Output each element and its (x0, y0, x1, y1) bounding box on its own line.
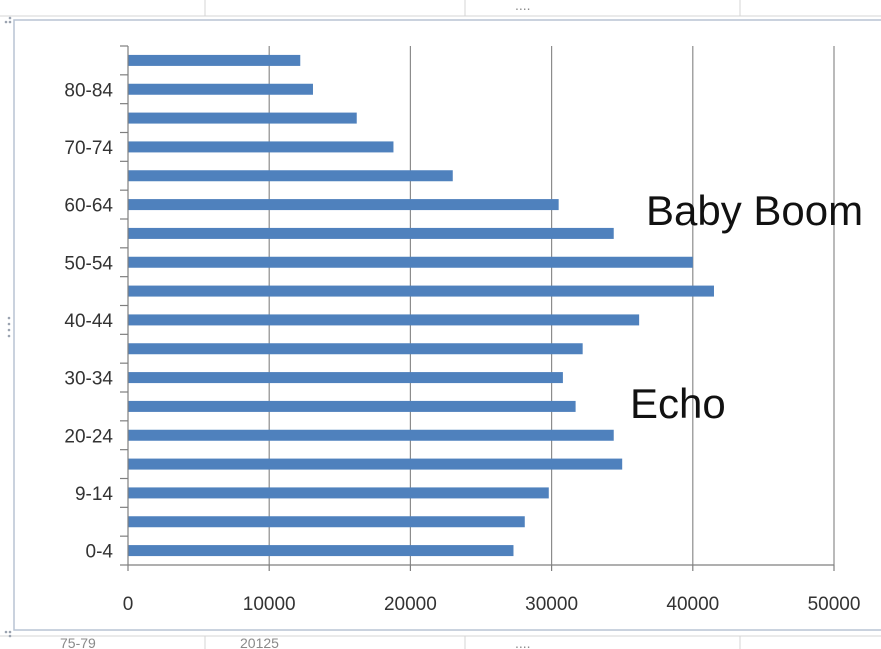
x-tick-label: 20000 (384, 594, 437, 615)
x-tick-labels: 0 10000 20000 30000 40000 50000 (123, 594, 861, 615)
bar (128, 54, 301, 66)
y-tick-label: 70-74 (64, 138, 113, 159)
bar (128, 170, 453, 182)
bar (128, 227, 614, 239)
bar (128, 545, 514, 557)
bar (128, 285, 714, 297)
y-tick-label: 50-54 (64, 253, 113, 274)
bar (128, 343, 583, 355)
sheet-cell-bottom-3: .... (515, 635, 531, 649)
bar (128, 83, 313, 95)
x-tick-label: 10000 (243, 594, 296, 615)
annotation-baby-boom: Baby Boom (646, 187, 863, 234)
bar (128, 199, 559, 211)
sheet-cell-top-3: .... (515, 0, 531, 13)
x-tick-label: 40000 (666, 594, 719, 615)
y-tick-label: 80-84 (64, 80, 113, 101)
annotation-echo: Echo (630, 380, 726, 427)
bar (128, 400, 576, 412)
sheet-cell-bottom-2: 20125 (240, 635, 279, 649)
bar (128, 516, 525, 528)
bars (128, 54, 714, 557)
y-tick-label: 60-64 (64, 196, 113, 217)
gridlines (268, 46, 835, 565)
sheet-cell-bottom-1: 75-79 (60, 635, 96, 649)
bar (128, 256, 693, 268)
bar (128, 141, 394, 153)
axes (120, 45, 835, 571)
bar (128, 112, 357, 124)
bar (128, 487, 549, 499)
y-tick-label: 9-14 (75, 484, 113, 505)
bar (128, 429, 614, 441)
y-tick-labels: 0-4 9-14 20-24 30-34 40-44 50-54 60-64 70-74 80-… (64, 80, 113, 562)
resize-handle-top-left[interactable] (4, 16, 12, 24)
bar (128, 372, 563, 384)
x-tick-label: 50000 (808, 594, 861, 615)
resize-handle-left[interactable] (7, 316, 11, 338)
y-tick-label: 0-4 (86, 542, 114, 563)
bar (128, 458, 623, 470)
y-tick-label: 40-44 (64, 311, 113, 332)
x-tick-label: 30000 (525, 594, 578, 615)
x-tick-label: 0 (123, 594, 134, 615)
resize-handle-bottom-left[interactable] (4, 630, 12, 638)
y-tick-label: 30-34 (64, 369, 113, 390)
y-tick-label: 20-24 (64, 426, 113, 447)
bar (128, 314, 640, 326)
